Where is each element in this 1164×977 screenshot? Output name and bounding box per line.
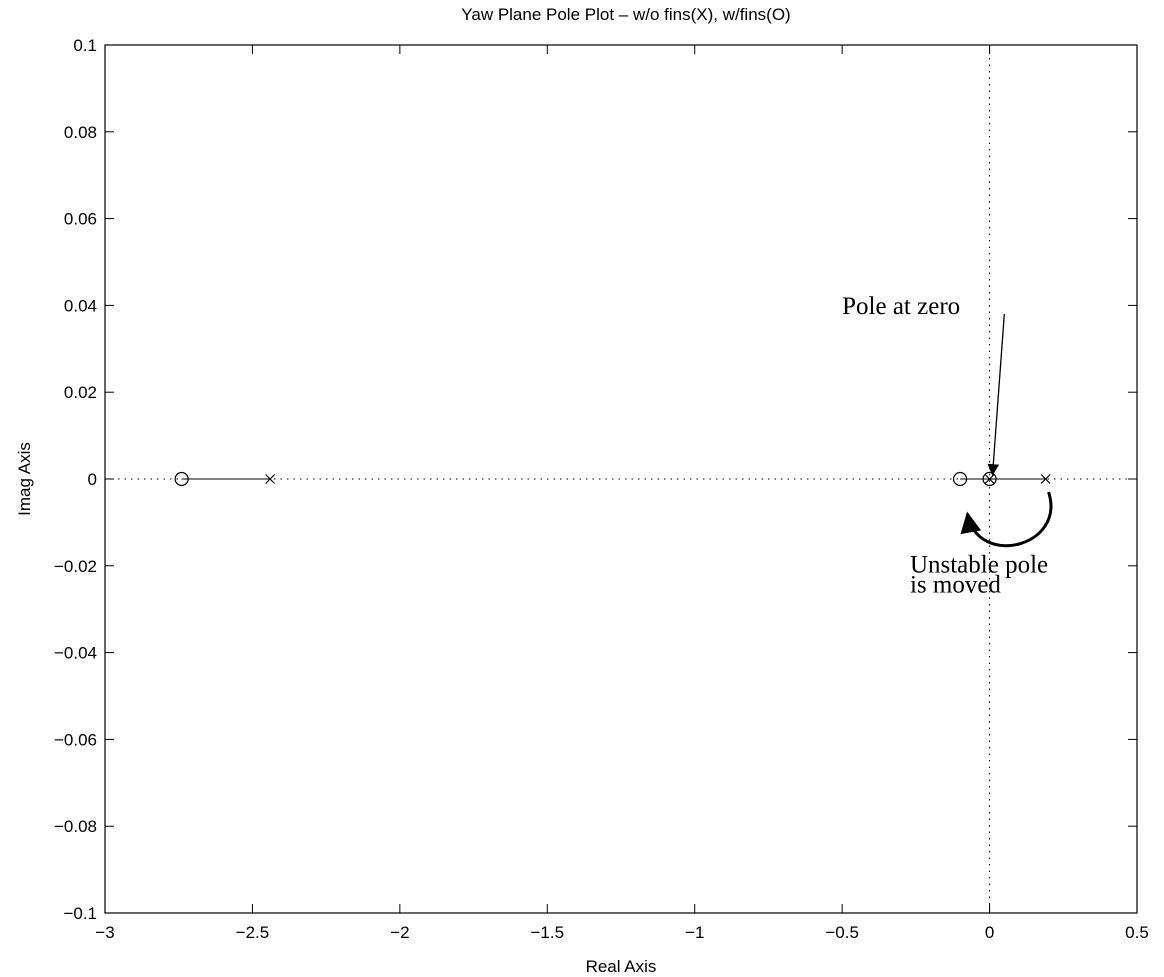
annotation-arrow-pole-at-zero [987, 314, 1005, 476]
pole-markers [174, 471, 1051, 487]
x-tick-label: −0.5 [825, 923, 859, 942]
annotations: Pole at zero Unstable pole is moved [842, 293, 1053, 598]
x-tick-label: −1 [685, 923, 704, 942]
pole-x-marker [984, 474, 995, 484]
tick-labels: −3 −2.5 −2 −1.5 −1 −0.5 0 0.5 −0.1 −0.08 −0.06 −0.0… [54, 36, 1149, 942]
x-tick-label: −1.5 [531, 923, 565, 942]
annotation-line: is moved [910, 571, 1001, 598]
x-tick-label: 0.5 [1125, 923, 1149, 942]
x-tick-label: 0 [985, 923, 994, 942]
y-tick-label: 0.06 [64, 210, 97, 229]
pole-o-marker [174, 471, 189, 487]
y-tick-label: −0.1 [63, 904, 97, 923]
plot-frame [104, 44, 1138, 914]
y-tick-label: −0.02 [54, 557, 97, 576]
chart-title: Yaw Plane Pole Plot – w/o fins(X), w/fin… [461, 5, 790, 24]
x-tick-label: −2.5 [236, 923, 270, 942]
x-tick-label: −3 [95, 923, 114, 942]
x-tick-label: −2 [390, 923, 409, 942]
x-axis-label: Real Axis [586, 957, 657, 976]
y-tick-label: −0.04 [54, 644, 97, 663]
y-tick-label: 0.02 [64, 383, 97, 402]
y-tick-label: 0.08 [64, 123, 97, 142]
y-tick-label: −0.06 [54, 730, 97, 749]
y-tick-label: 0.1 [73, 36, 97, 55]
y-tick-label: 0.04 [64, 296, 97, 315]
y-tick-label: 0 [88, 470, 97, 489]
y-axis-label: Imag Axis [15, 442, 34, 516]
annotation-pole-at-zero: Pole at zero [842, 293, 960, 320]
annotation-line: Unstable pole [910, 551, 1048, 578]
pole-x-marker [265, 474, 276, 484]
annotation-arrow-unstable-pole [960, 491, 1053, 548]
y-tick-label: −0.08 [54, 817, 97, 836]
pole-o-marker [952, 471, 968, 487]
annotation-unstable-pole: Unstable pole is moved [910, 551, 1048, 598]
pole-x-marker [1040, 474, 1051, 484]
